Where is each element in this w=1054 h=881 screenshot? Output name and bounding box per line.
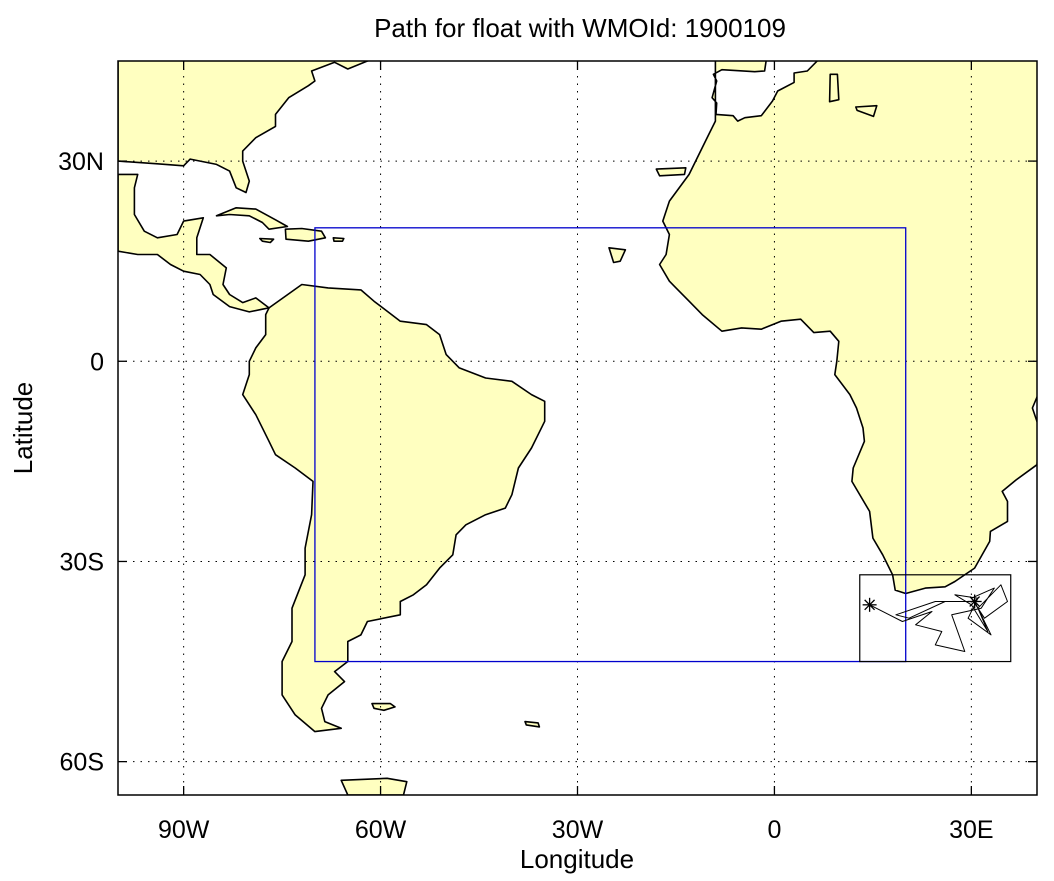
land-cuba [215,207,289,230]
overlay-layer [314,227,1012,663]
tick-layer: 90W 60W 30W 0 30E 30N 0 30S 60S [58,61,1037,844]
land-puerto-rico [332,237,345,242]
y-tick-label: 60S [60,749,104,777]
land-central-america [118,173,270,313]
y-tick-label: 0 [90,348,104,376]
land-layer [118,61,1037,795]
float-start-marker [862,597,877,612]
float-trajectory [869,584,1008,652]
land-north-america [118,61,371,194]
x-tick-label: 30W [552,816,604,844]
land-cape-verde [608,247,627,264]
land-sicily [854,104,878,118]
y-axis-label: Latitude [8,382,38,475]
land-south-america [241,283,546,733]
grid-layer [118,61,1037,795]
y-tick-label: 30S [60,548,104,576]
land-falklands [371,702,396,712]
land-hispaniola [284,227,327,242]
x-tick-label: 0 [767,816,781,844]
land-africa-eurasia [658,61,1037,595]
float-end-marker [967,594,982,609]
land-canaries [655,167,687,177]
land-south-georgia [524,720,541,728]
land-jamaica [258,237,275,244]
x-tick-label: 30E [949,816,993,844]
y-tick-label: 30N [58,148,104,176]
x-tick-label: 60W [355,816,407,844]
map-title: Path for float with WMOId: 1900109 [374,13,786,43]
land-sardinia-corsica [828,73,840,103]
land-antarctic-peninsula [340,777,408,795]
float-zoom-box [859,574,1012,663]
region-box [314,227,907,663]
x-tick-label: 90W [158,816,210,844]
x-axis-label: Longitude [520,844,634,874]
